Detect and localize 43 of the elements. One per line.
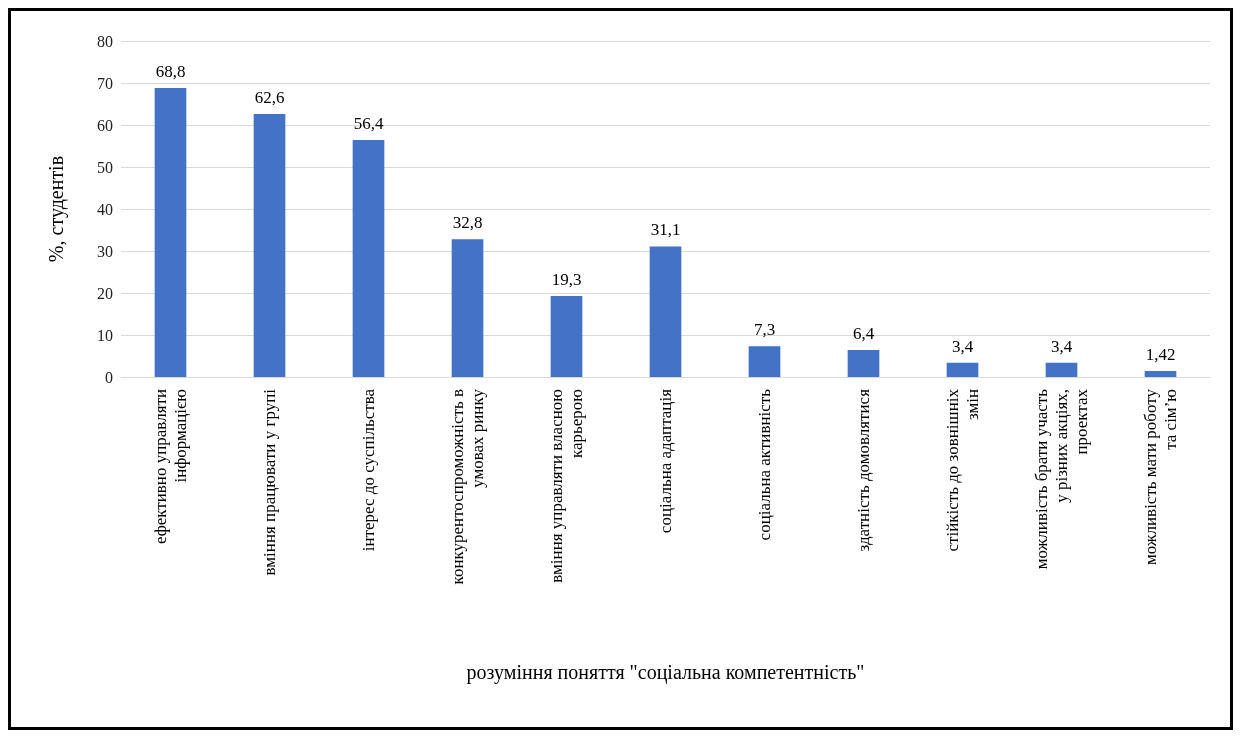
bar (550, 295, 583, 377)
x-tick-label: вміння управляти власною карьерою (547, 388, 586, 583)
x-tick-label: здатність домовлятися (854, 388, 873, 552)
x-tick-label: можливість мати роботу та сім’ю (1141, 388, 1180, 566)
data-label: 1,42 (1145, 345, 1176, 365)
x-tick-label: соціальна адаптація (656, 388, 675, 534)
x-tick-label: стійкість до зовнішніх змін (943, 388, 982, 552)
bar (1045, 362, 1078, 377)
x-tick-label: ефективно управляти інформацією (151, 388, 190, 545)
y-tick-label: 30 (97, 242, 113, 260)
bar (154, 88, 187, 377)
y-tick-label: 10 (97, 326, 113, 344)
y-tick-label: 0 (105, 368, 113, 386)
y-tick-label: 70 (97, 74, 113, 92)
x-tick-label: інтерес до суспільства (359, 388, 378, 552)
data-label: 62,6 (254, 88, 285, 108)
bar (748, 346, 781, 377)
y-tick-label: 20 (97, 284, 113, 302)
bar (847, 350, 880, 377)
bar (451, 239, 484, 377)
y-axis-title: %, студентів (45, 155, 68, 263)
y-tick-label: 60 (97, 116, 113, 134)
data-label: 6,4 (852, 324, 875, 344)
data-label: 68,8 (155, 62, 186, 82)
y-tick-label: 40 (97, 200, 113, 218)
x-axis-title: розуміння поняття "соціальна компетентність" (466, 661, 865, 684)
bar (649, 246, 682, 377)
data-label: 31,1 (650, 220, 681, 240)
bar (352, 140, 385, 377)
data-label: 32,8 (452, 213, 483, 233)
x-tick-label: соціальна активність (755, 388, 774, 541)
data-label: 3,4 (1050, 336, 1073, 356)
data-label: 3,4 (951, 336, 974, 356)
y-tick-label: 80 (97, 32, 113, 50)
y-tick-label: 50 (97, 158, 113, 176)
data-label: 19,3 (551, 269, 582, 289)
x-tick-label: можливість брати участь у різних акціях, проектах (1032, 388, 1091, 570)
data-label: 56,4 (353, 114, 384, 134)
bar (946, 362, 979, 377)
bar (1144, 371, 1177, 377)
bar (253, 114, 286, 377)
x-tick-label: вміння працювати у групі (260, 388, 279, 576)
data-label: 7,3 (753, 320, 776, 340)
